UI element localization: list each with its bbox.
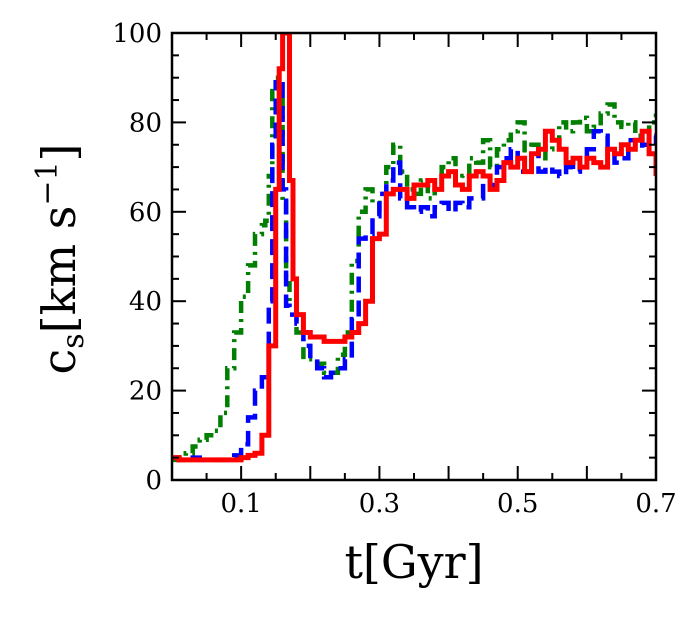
series-blue-dashed [172, 75, 656, 463]
y-tick-label: 0 [145, 466, 162, 496]
x-tick-label: 0.5 [497, 489, 538, 519]
plot-frame [170, 31, 658, 482]
y-tick-label: 40 [129, 287, 162, 317]
x-tick-label: 0.7 [635, 489, 676, 519]
x-axis-label: t[Gyr] [344, 535, 483, 589]
x-tick-label: 0.3 [359, 489, 400, 519]
x-tick-labels: 0.1 0.3 0.5 0.7 [220, 489, 676, 519]
y-tick-labels: 0 20 40 60 80 100 [112, 19, 162, 496]
series-green-dashdot [172, 75, 656, 463]
ticks-layer [172, 33, 656, 480]
y-tick-label: 20 [129, 377, 162, 407]
series-red-solid [172, 33, 656, 463]
y-tick-label: 100 [112, 19, 162, 49]
y-tick-label: 80 [129, 108, 162, 138]
y-axis-label: cs[km s−1] [30, 143, 91, 374]
y-tick-label: 60 [129, 198, 162, 228]
x-tick-label: 0.1 [220, 489, 261, 519]
series-layer [172, 33, 656, 463]
